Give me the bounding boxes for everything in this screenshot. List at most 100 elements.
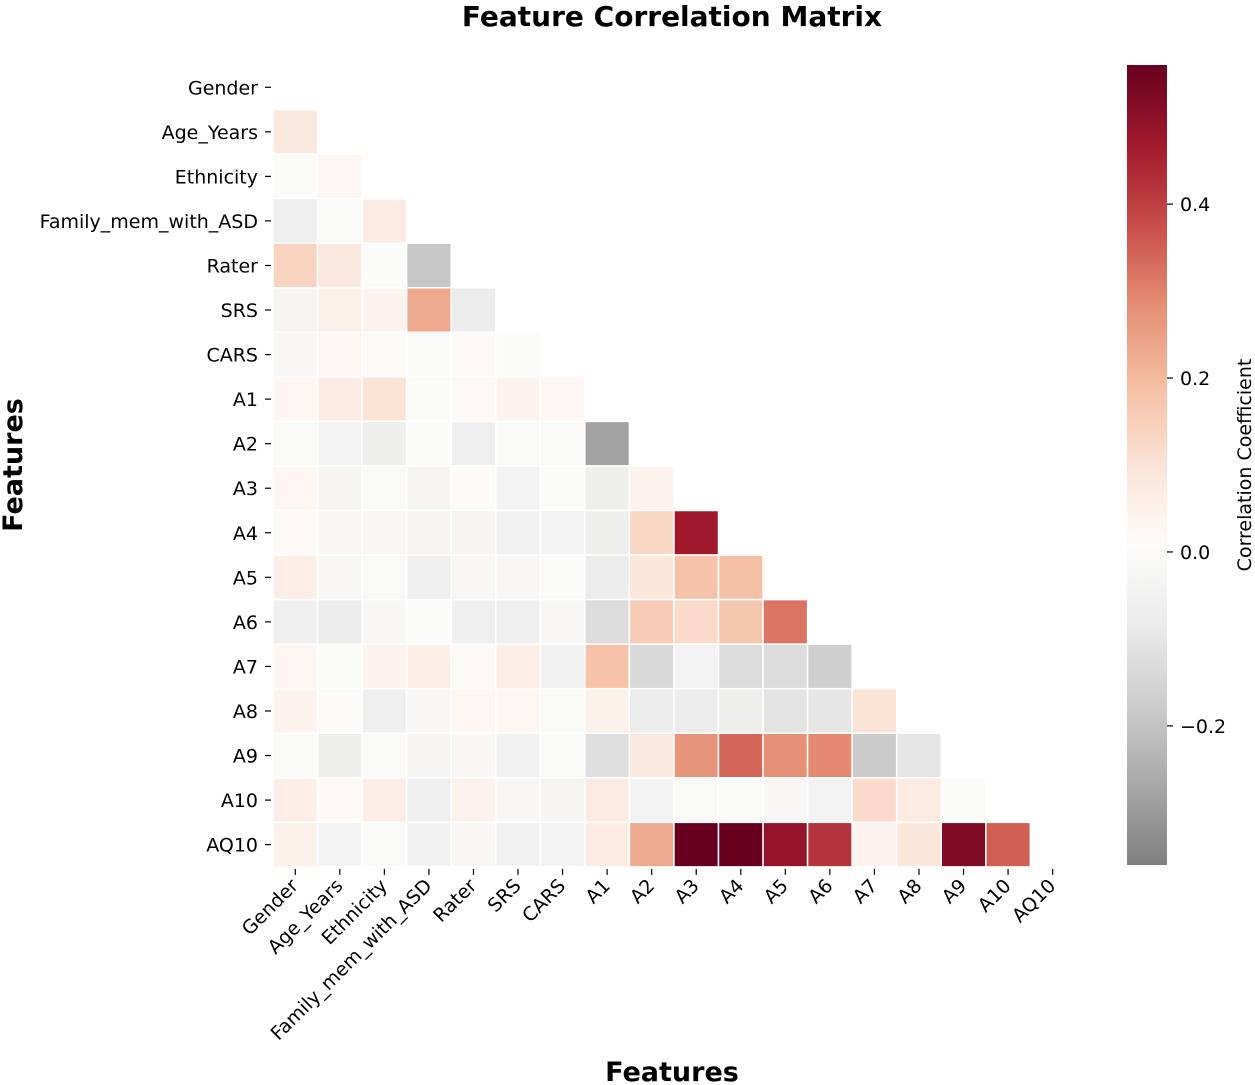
heatmap-cell [762,821,809,868]
heatmap-cell [316,465,363,512]
heatmap-cell [985,821,1032,868]
heatmap-cell [539,465,586,512]
heatmap-cell [717,643,764,690]
heatmap-cell [584,554,631,601]
heatmap-cell [851,687,898,735]
heatmap-cell [405,732,452,779]
y-axis-title: Features [0,398,29,532]
y-tick-label: A8 [233,701,258,723]
heatmap-cell [806,821,853,868]
heatmap-cell [316,777,363,824]
heatmap-cell [628,687,675,735]
y-tick-label: A5 [233,567,258,589]
heatmap-cell [584,821,631,868]
heatmap-cell [405,598,452,645]
heatmap-cell [895,821,943,868]
heatmap-cell [717,732,764,779]
heatmap-cell [272,554,319,601]
heatmap-cell [361,242,408,289]
y-tick-label: A10 [221,790,258,812]
y-tick-label: A3 [233,478,258,500]
heatmap-cell [405,777,452,824]
y-tick-label: Age_Years [162,122,258,144]
colorbar-tick-label: 0.0 [1180,542,1210,564]
heatmap-cell [717,554,764,601]
heatmap-cell [806,777,853,824]
heatmap-cell [851,777,898,824]
heatmap-cell [405,420,452,467]
heatmap-cell [584,777,631,824]
heatmap-cell [316,687,363,735]
heatmap-cell [361,376,408,423]
heatmap-cell [673,732,720,779]
heatmap-cell [673,598,720,645]
heatmap-cell [495,643,542,690]
heatmap-cell [539,598,586,645]
y-tick-label: Rater [207,255,259,277]
heatmap-cell [316,331,363,378]
heatmap-cell [361,509,408,556]
heatmap-cell [762,598,809,645]
heatmap-cell [851,821,898,868]
heatmap-cell [495,598,542,645]
heatmap-cell [361,687,408,735]
heatmap-cell [405,287,452,334]
heatmap-cell [539,509,586,556]
heatmap-cell [450,509,497,556]
heatmap-cell [405,687,452,735]
heatmap-cell [361,554,408,601]
heatmap-cell [495,687,542,735]
heatmap-cell [628,732,675,779]
heatmap-cell [628,554,675,601]
heatmap-cell [495,420,542,467]
heatmap-cell [762,732,809,779]
heatmap-cell [316,554,363,601]
heatmap-cell [450,554,497,601]
colorbar-ticks: −0.2 0.0 0.2 0.4 [1167,194,1226,738]
heatmap-cell [272,821,319,868]
heatmap-cell [940,777,987,824]
heatmap-cell [361,331,408,378]
heatmap-cell [361,197,408,244]
x-tick-label: AQ10 [1008,875,1060,927]
heatmap-cell [316,153,363,200]
heatmap-cell [450,420,497,467]
x-tick-label: A5 [760,875,793,908]
heatmap-cell [361,598,408,645]
heatmap-cell [405,643,452,690]
x-tick-label: A3 [670,875,703,908]
heatmap-cell [272,376,319,423]
heatmap-cell [895,777,943,824]
y-tick-label: Ethnicity [175,166,258,188]
heatmap-cell [405,465,452,512]
x-tick-label: CARS [518,875,570,927]
colorbar-tick-label: −0.2 [1180,716,1226,738]
heatmap-cell [495,554,542,601]
heatmap-cell [316,197,363,244]
heatmap-cell [316,732,363,779]
heatmap-cell [584,643,631,690]
heatmap-cell [673,554,720,601]
heatmap-cell [673,777,720,824]
heatmap-cell [539,376,586,423]
heatmap-cell [272,465,319,512]
heatmap-cell [806,643,853,690]
heatmap-cell [450,821,497,868]
heatmap-cell [316,643,363,690]
heatmap-cell [272,598,319,645]
heatmap-cell [673,643,720,690]
colorbar-tick-label: 0.4 [1180,194,1210,216]
heatmap-cell [272,687,319,735]
heatmap-cell [272,197,319,244]
heatmap-cell [495,732,542,779]
y-axis: Gender Age_Years Ethnicity Family_mem_with_… [40,77,271,857]
heatmap-cell [762,643,809,690]
heatmap-cell [940,821,987,868]
x-axis-title: Features [605,1057,739,1085]
heatmap-cell [539,420,586,467]
heatmap-cell [717,821,764,868]
heatmap-cell [717,687,764,735]
heatmap-cell [316,420,363,467]
heatmap-cell [628,598,675,645]
heatmap-cell [495,777,542,824]
